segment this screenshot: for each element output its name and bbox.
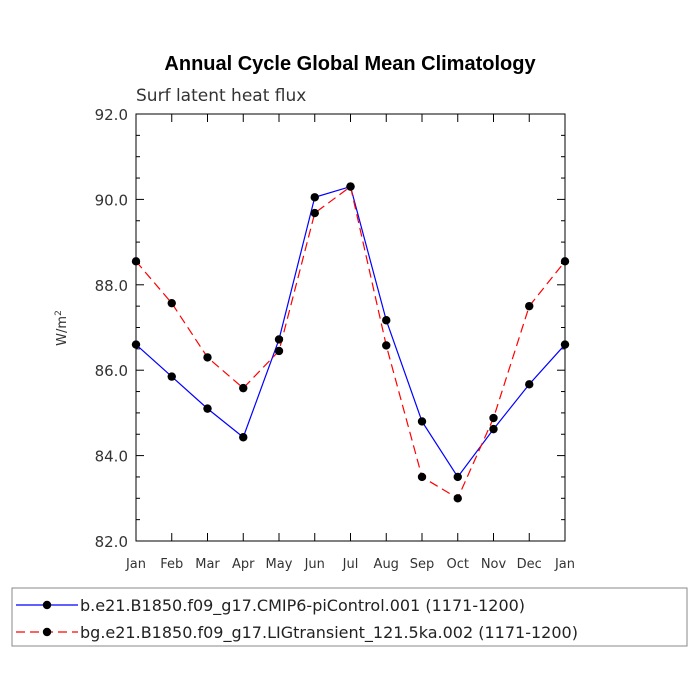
data-point-s1 <box>274 335 284 344</box>
x-tick-label: Jan <box>125 557 146 572</box>
y-axis: 82.0 84.0 86.0 88.0 90.0 92.0 <box>95 106 565 551</box>
data-point-s1 <box>560 340 570 349</box>
series-layer <box>131 182 570 503</box>
legend-label-1: b.e21.B1850.f09_g17.CMIP6-piControl.001 … <box>80 596 525 616</box>
legend-marker-2 <box>42 627 52 637</box>
x-tick-label: Dec <box>517 557 542 572</box>
y-axis-label: W/m2 <box>54 310 70 346</box>
data-point-s1 <box>382 316 391 325</box>
x-tick-label: Nov <box>481 557 507 572</box>
series-line-1 <box>135 185 566 479</box>
data-point-s2 <box>310 208 319 218</box>
data-point-s1 <box>131 340 141 349</box>
data-point-s2 <box>274 346 284 356</box>
y-tick-label: 92.0 <box>95 106 128 124</box>
legend-label-2: bg.e21.B1850.f09_g17.LIGtransient_121.5k… <box>80 623 578 643</box>
data-point-s2 <box>239 383 248 393</box>
y-axis-label-base: W/m <box>55 316 70 346</box>
data-point-s2 <box>203 353 212 362</box>
data-point-s2 <box>525 301 534 311</box>
x-tick-label: Feb <box>160 557 183 572</box>
data-point-s2 <box>346 182 355 191</box>
x-tick-label: Aug <box>374 557 399 572</box>
x-tick-label: Mar <box>195 557 220 572</box>
x-tick-label: Sep <box>410 557 435 572</box>
x-tick-label: Jan <box>554 557 575 572</box>
x-tick-label: Oct <box>447 557 469 572</box>
plot-frame <box>135 113 566 542</box>
data-point-s1 <box>310 193 319 202</box>
data-point-s2 <box>453 494 462 503</box>
data-point-s2 <box>560 257 570 266</box>
data-point-s2 <box>167 298 176 308</box>
data-point-s2 <box>131 257 141 266</box>
data-point-s1 <box>489 424 498 434</box>
x-tick-label: Apr <box>232 557 255 572</box>
chart-title: Annual Cycle Global Mean Climatology <box>164 53 536 75</box>
data-point-s1 <box>453 472 462 482</box>
x-tick-label: Jul <box>342 557 359 572</box>
data-point-s1 <box>525 380 534 389</box>
data-point-s1 <box>239 433 248 442</box>
data-point-s1 <box>167 372 176 381</box>
legend-marker-1 <box>42 600 52 610</box>
data-point-s2 <box>382 341 391 350</box>
data-point-s1 <box>417 417 427 426</box>
data-point-s2 <box>417 472 427 482</box>
x-tick-label: May <box>266 557 293 572</box>
y-axis-label-superscript: 2 <box>54 310 64 316</box>
legend-box <box>11 587 688 647</box>
y-tick-label: 90.0 <box>95 191 128 209</box>
y-tick-label: 86.0 <box>95 362 128 380</box>
legend: b.e21.B1850.f09_g17.CMIP6-piControl.001 … <box>16 596 578 643</box>
y-tick-label: 84.0 <box>95 448 128 466</box>
y-tick-label: 88.0 <box>95 277 128 295</box>
chart-subtitle: Surf latent heat flux <box>136 86 306 106</box>
x-tick-label: Jun <box>304 557 325 572</box>
x-axis: Jan Feb Mar Apr May Jun Jul Aug Sep Oct Nov Dec Jan <box>125 114 575 572</box>
data-point-s1 <box>203 404 212 413</box>
y-tick-label: 82.0 <box>95 533 128 551</box>
data-point-s2 <box>489 413 498 423</box>
series-line-2 <box>135 185 566 500</box>
